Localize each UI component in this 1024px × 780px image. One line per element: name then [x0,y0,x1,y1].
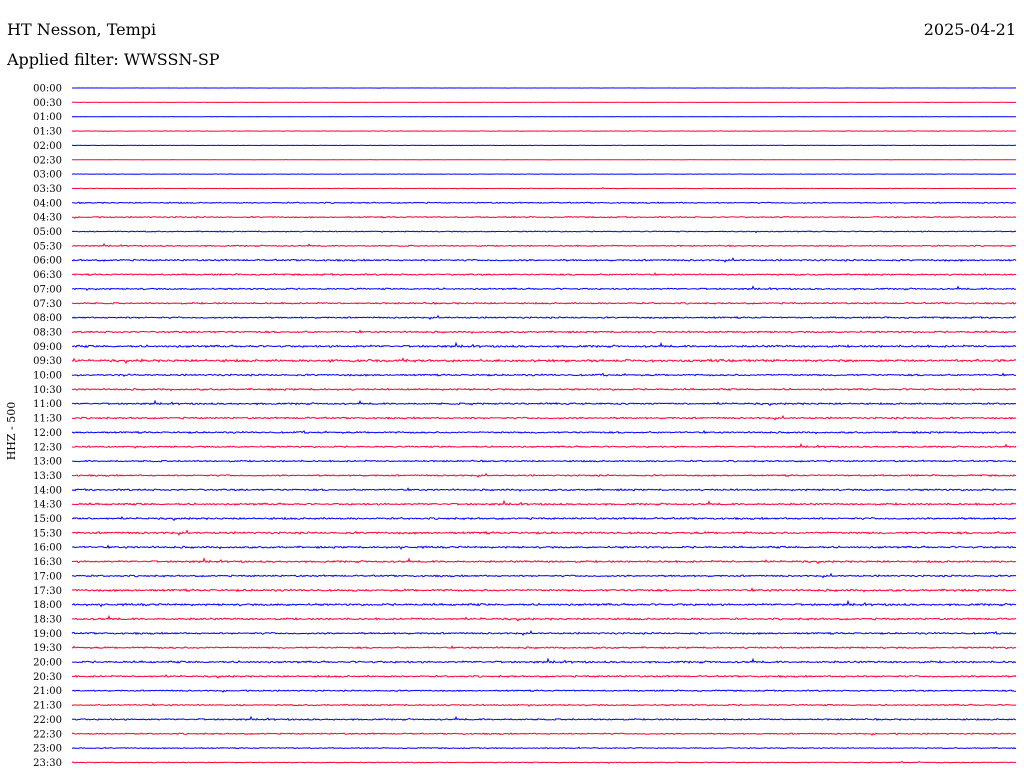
time-label: 03:30 [33,184,62,195]
trace-line [71,130,1016,132]
time-label: 14:30 [33,500,62,511]
trace-line [72,599,1017,608]
time-label: 20:00 [33,658,62,669]
time-label: 07:30 [33,299,62,310]
trace-line [71,657,1017,664]
time-label: 10:30 [33,385,62,396]
time-label: 02:00 [33,141,62,152]
seismogram-traces [71,87,1017,765]
time-label: 17:30 [33,586,62,597]
time-label: 23:30 [33,758,62,769]
trace-line [71,572,1017,579]
trace-line [71,372,1016,377]
trace-line [71,272,1017,277]
trace-line [71,415,1017,421]
trace-line [71,285,1017,291]
trace-line [71,614,1017,622]
time-label: 21:00 [33,686,62,697]
time-label: 02:30 [33,155,62,166]
trace-line [71,472,1017,478]
time-label: 09:30 [33,356,62,367]
trace-line [71,387,1017,392]
trace-line [71,357,1017,364]
filter-label: Applied filter: WWSSN-SP [7,50,220,69]
time-label: 04:30 [33,213,62,224]
time-label: 06:00 [33,256,62,267]
time-label: 22:00 [33,715,62,726]
time-label: 18:30 [33,614,62,625]
time-label: 04:00 [33,198,62,209]
time-label: 15:00 [33,514,62,525]
trace-line [71,242,1017,248]
time-label: 12:00 [33,428,62,439]
time-label: 22:30 [33,729,62,740]
time-label: 11:30 [33,414,62,425]
time-label: 17:00 [33,571,62,582]
time-label: 01:00 [33,112,62,123]
time-label: 09:00 [33,342,62,353]
time-label: 19:00 [33,629,62,640]
time-label: 23:00 [33,744,62,755]
time-label: 05:30 [33,241,62,252]
time-label: 11:00 [33,399,62,410]
trace-line [71,329,1017,335]
trace-line [71,487,1017,492]
time-label: 18:00 [33,600,62,611]
trace-line [72,557,1017,565]
trace-line [71,230,1017,234]
trace-line [71,674,1017,679]
trace-line [71,459,1017,463]
time-label: 13:00 [33,457,62,468]
time-label: 03:00 [33,170,62,181]
trace-line [71,187,1017,190]
trace-line [71,587,1017,593]
trace-line [71,257,1017,263]
time-label: 16:30 [33,557,62,568]
trace-line [71,516,1017,522]
trace-line [71,215,1017,220]
trace-line [71,760,1017,765]
trace-line [71,314,1017,320]
time-label: 00:30 [33,98,62,109]
trace-line [71,341,1017,349]
time-label: 13:30 [33,471,62,482]
time-label: 05:00 [33,227,62,238]
time-label: 00:00 [33,84,62,95]
trace-line [71,746,1017,750]
trace-line [71,689,1016,693]
trace-line [71,201,1016,205]
time-label: 06:30 [33,270,62,281]
time-label: 01:30 [33,127,62,138]
time-label: 12:30 [33,442,62,453]
time-label: 10:00 [33,371,62,382]
trace-line [71,715,1017,722]
time-label: 14:00 [33,485,62,496]
trace-line [71,703,1017,707]
time-label: 21:30 [33,701,62,712]
trace-line [71,301,1017,305]
trace-line [71,544,1016,551]
trace-line [71,529,1017,536]
date-label: 2025-04-21 [923,20,1016,39]
time-label: 08:00 [33,313,62,324]
trace-line [71,499,1017,507]
trace-line [71,732,1017,736]
time-label: 19:30 [33,643,62,654]
time-label: 15:30 [33,528,62,539]
time-label: 07:00 [33,284,62,295]
time-labels: 00:00 00:30 01:00 01:30 02:00 02:30 03:00 03:30… [33,84,62,769]
station-title: HT Nesson, Tempi [7,20,157,39]
trace-line [71,399,1017,407]
trace-line [71,442,1017,449]
trace-line [71,645,1017,650]
time-label: 16:00 [33,543,62,554]
time-label: 20:30 [33,672,62,683]
time-label: 08:30 [33,327,62,338]
trace-line [71,630,1017,636]
trace-line [71,429,1017,435]
